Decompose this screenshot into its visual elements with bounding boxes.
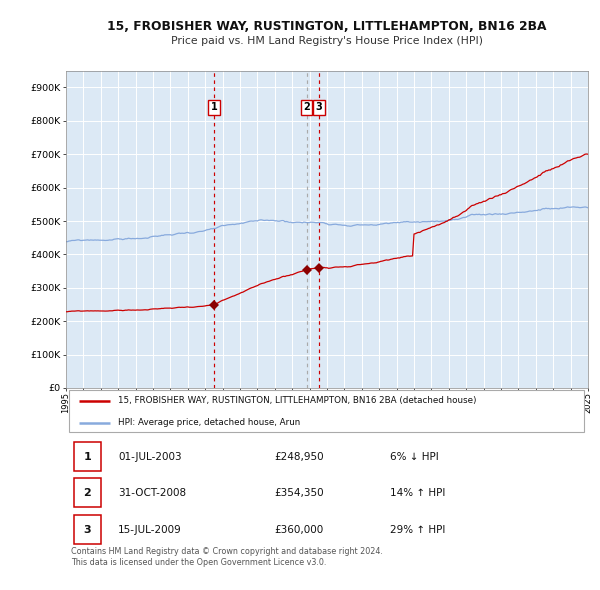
Text: 31-OCT-2008: 31-OCT-2008 [118, 487, 187, 497]
FancyBboxPatch shape [68, 390, 584, 432]
Text: 29% ↑ HPI: 29% ↑ HPI [389, 525, 445, 535]
Text: HPI: Average price, detached house, Arun: HPI: Average price, detached house, Arun [118, 418, 301, 427]
Text: 2: 2 [83, 487, 91, 497]
Text: £354,350: £354,350 [275, 487, 325, 497]
Text: 3: 3 [316, 102, 322, 112]
Text: £360,000: £360,000 [275, 525, 324, 535]
FancyBboxPatch shape [74, 478, 101, 507]
Text: 01-JUL-2003: 01-JUL-2003 [118, 452, 182, 462]
FancyBboxPatch shape [74, 515, 101, 544]
Text: 15-JUL-2009: 15-JUL-2009 [118, 525, 182, 535]
Text: 3: 3 [83, 525, 91, 535]
Text: 15, FROBISHER WAY, RUSTINGTON, LITTLEHAMPTON, BN16 2BA (detached house): 15, FROBISHER WAY, RUSTINGTON, LITTLEHAM… [118, 396, 476, 405]
Text: £248,950: £248,950 [275, 452, 325, 462]
Text: 2: 2 [303, 102, 310, 112]
FancyBboxPatch shape [74, 442, 101, 471]
Text: 15, FROBISHER WAY, RUSTINGTON, LITTLEHAMPTON, BN16 2BA: 15, FROBISHER WAY, RUSTINGTON, LITTLEHAM… [107, 20, 547, 33]
Text: 1: 1 [211, 102, 217, 112]
Text: 14% ↑ HPI: 14% ↑ HPI [389, 487, 445, 497]
Text: 6% ↓ HPI: 6% ↓ HPI [389, 452, 439, 462]
Text: 1: 1 [83, 452, 91, 462]
Text: Contains HM Land Registry data © Crown copyright and database right 2024.
This d: Contains HM Land Registry data © Crown c… [71, 547, 383, 566]
Text: Price paid vs. HM Land Registry's House Price Index (HPI): Price paid vs. HM Land Registry's House … [171, 37, 483, 46]
